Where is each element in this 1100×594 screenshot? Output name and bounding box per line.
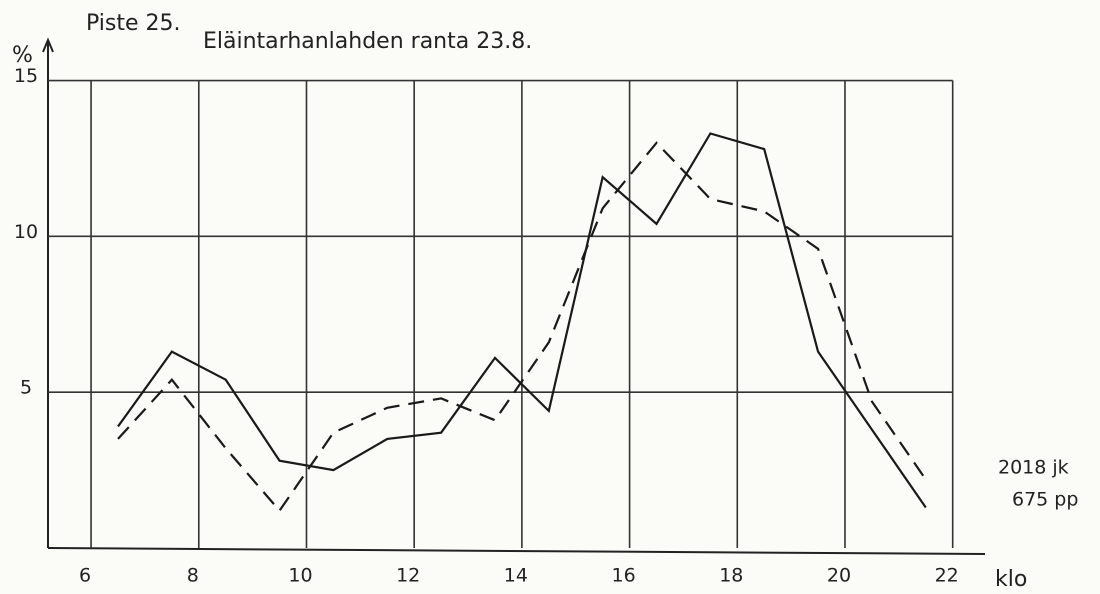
x-tick-label: 18 [719,565,743,587]
x-tick-label: 12 [396,565,420,587]
data-line [117,141,927,513]
y-axis-label: % [12,43,33,68]
x-tick-label: 10 [288,565,312,587]
x-tick-label: 20 [827,565,851,587]
y-tick-label: 5 [20,377,32,399]
annotation: 675 pp [1012,489,1078,511]
x-tick-label: 14 [504,565,528,587]
x-tick-label: 22 [935,565,959,587]
y-tick-label: 10 [14,221,38,243]
chart-subtitle: Eläintarhanlahden ranta 23.8. [203,29,532,54]
x-axis-label: klo [995,567,1027,592]
annotation: 2018 jk [998,457,1069,479]
chart-title: Piste 25. [86,11,181,36]
data-line [117,132,927,509]
x-axis [47,547,986,555]
x-tick-label: 6 [79,565,91,587]
y-tick-label: 15 [14,65,38,87]
x-tick-label: 16 [611,565,635,587]
x-tick-label: 8 [187,565,199,587]
axis-arrow [42,37,54,53]
